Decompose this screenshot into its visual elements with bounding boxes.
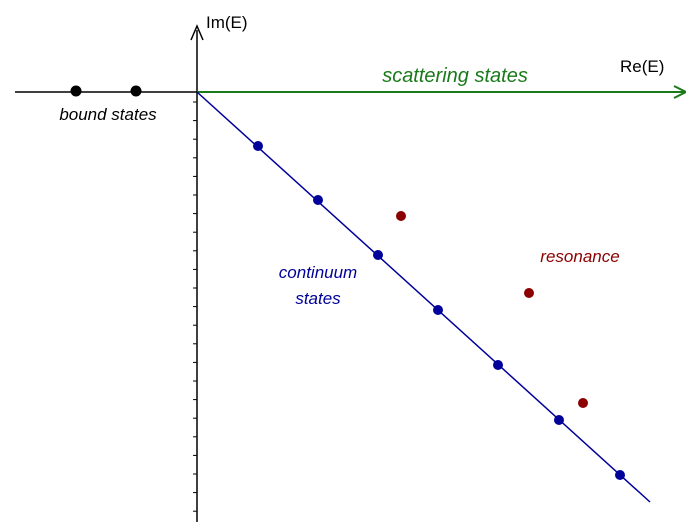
continuum-dot <box>313 195 323 205</box>
resonance-dot <box>578 398 588 408</box>
x-axis-label: Re(E) <box>620 57 664 76</box>
bound-dot <box>70 85 82 97</box>
continuum-dot <box>373 250 383 260</box>
resonance-label: resonance <box>540 247 619 266</box>
bound-dot <box>130 85 142 97</box>
continuum-dot <box>253 141 263 151</box>
continuum-dot <box>615 470 625 480</box>
resonance-dot <box>396 211 406 221</box>
bound-label: bound states <box>59 105 157 124</box>
y-axis-label: Im(E) <box>206 13 248 32</box>
scattering-label: scattering states <box>382 65 528 87</box>
continuum-dots <box>253 141 625 480</box>
resonance-dot <box>524 288 534 298</box>
continuum-label: continuum <box>279 263 357 282</box>
continuum-dot <box>493 360 503 370</box>
axis-arrow <box>190 24 204 41</box>
resonance-dots <box>396 211 588 408</box>
continuum-dot <box>554 415 564 425</box>
bound-dots <box>70 85 142 97</box>
continuum-label: states <box>295 289 341 308</box>
axis-arrow <box>673 85 686 99</box>
continuum-dot <box>433 305 443 315</box>
continuum-line <box>196 91 651 503</box>
